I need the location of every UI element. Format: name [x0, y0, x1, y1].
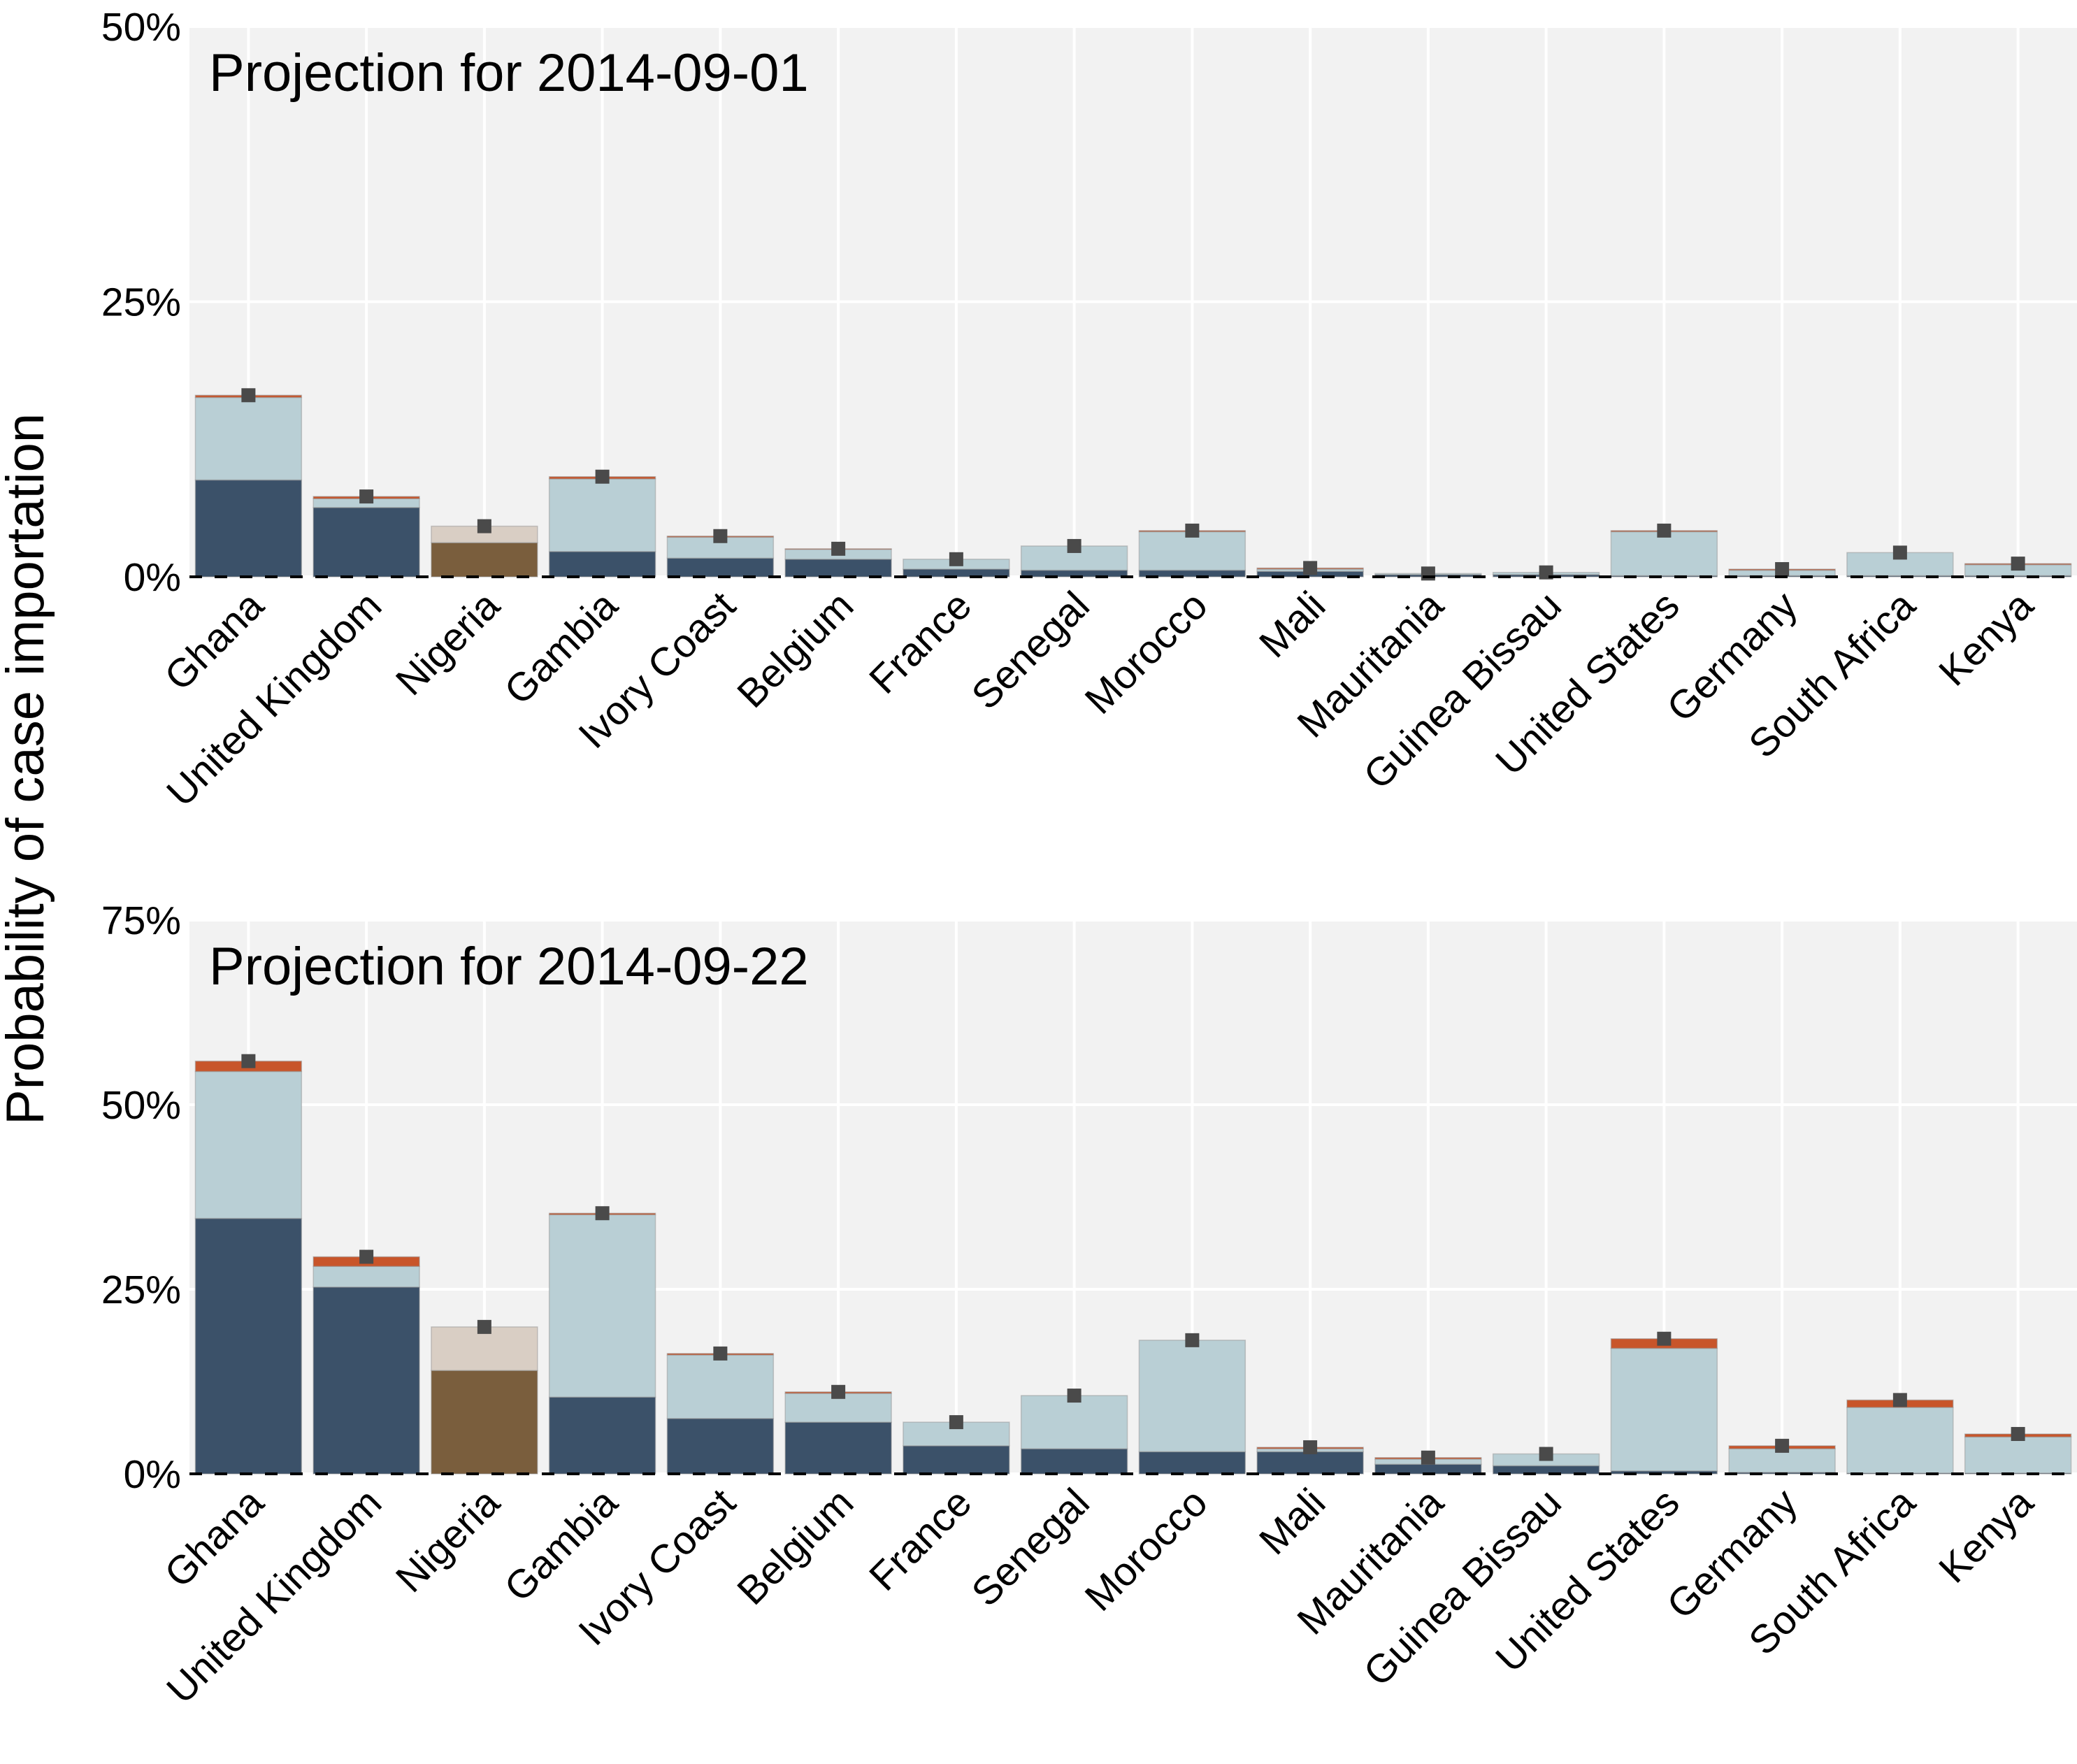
error-marker [2011, 1426, 2025, 1441]
bar-ivory-coast-segment-2 [666, 1354, 775, 1419]
error-marker [1892, 545, 1907, 560]
error-marker [831, 1384, 846, 1399]
bar-nigeria-segment-1 [431, 1370, 538, 1475]
bar-united-kingdom-segment-1 [312, 507, 420, 578]
bar-mali-segment-1 [1256, 1451, 1364, 1475]
error-marker [1185, 523, 1200, 538]
error-marker [1421, 566, 1435, 581]
bar-united-states-segment-2 [1610, 531, 1718, 577]
y-tick-label: 0% [124, 1452, 181, 1497]
error-marker [713, 1346, 728, 1361]
bar-belgium-segment-1 [784, 559, 892, 578]
error-marker [477, 1319, 491, 1334]
panel-title: Projection for 2014-09-22 [209, 937, 809, 996]
bar-ghana-segment-1 [194, 1217, 303, 1475]
x-tick-label: France [861, 583, 980, 703]
x-tick-label: United Kingdom [158, 1480, 390, 1712]
x-tick-label: Belgium [728, 583, 862, 717]
error-marker [1657, 523, 1672, 538]
bar-ghana-segment-1 [194, 479, 303, 578]
error-marker [1421, 1450, 1435, 1465]
bar-kenya-segment-2 [1964, 1436, 2072, 1474]
y-axis-label: Probability of case importation [0, 413, 55, 1125]
x-tick-label: Belgium [728, 1480, 862, 1614]
error-marker [1185, 1333, 1200, 1347]
error-marker [1067, 538, 1081, 553]
bar-mauritania-segment-1 [1374, 1463, 1482, 1475]
error-marker [1303, 1440, 1318, 1454]
bar-south-africa-segment-2 [1846, 1407, 1954, 1474]
error-marker [713, 529, 728, 543]
error-marker [359, 489, 374, 504]
x-tick-label: Morocco [1077, 583, 1216, 723]
x-tick-label: Kenya [1930, 1480, 2042, 1592]
error-marker [359, 1249, 374, 1264]
bar-united-states-segment-2 [1610, 1347, 1718, 1472]
error-marker [1775, 561, 1790, 576]
bar-morocco-segment-1 [1138, 1451, 1246, 1475]
error-marker [831, 541, 846, 556]
x-tick-label: Nigeria [387, 1480, 508, 1601]
x-tick-label: Mali [1251, 583, 1334, 666]
x-tick-label: United Kingdom [158, 583, 390, 815]
bar-gambia-segment-1 [548, 551, 656, 578]
error-marker [2011, 557, 2025, 571]
x-tick-label: Senegal [963, 583, 1098, 718]
error-marker [595, 469, 610, 484]
error-marker [1067, 1389, 1081, 1403]
bar-ivory-coast-segment-1 [666, 1418, 775, 1475]
x-tick-label: Senegal [963, 1480, 1098, 1615]
bar-morocco-segment-2 [1138, 1340, 1246, 1453]
bar-nigeria-segment-2 [431, 1326, 538, 1371]
x-tick-label: Nigeria [387, 583, 508, 704]
y-tick-label: 50% [101, 1083, 181, 1128]
error-marker [1303, 561, 1318, 575]
x-tick-label: France [861, 1480, 980, 1600]
y-tick-label: 75% [101, 898, 181, 943]
error-marker [949, 552, 963, 566]
panel-title: Projection for 2014-09-01 [209, 43, 809, 103]
error-marker [949, 1415, 963, 1430]
bar-senegal-segment-2 [1020, 1395, 1128, 1449]
bar-gambia-segment-2 [548, 478, 656, 552]
error-marker [477, 519, 491, 533]
y-tick-label: 25% [101, 1268, 181, 1312]
error-marker [241, 388, 256, 403]
error-marker [595, 1206, 610, 1221]
error-marker [1657, 1331, 1672, 1346]
y-tick-label: 50% [101, 5, 181, 50]
bar-ghana-segment-2 [194, 396, 303, 481]
bar-morocco-segment-2 [1138, 531, 1246, 571]
bar-belgium-segment-1 [784, 1421, 892, 1475]
x-tick-label: Kenya [1930, 583, 2042, 695]
error-marker [1775, 1438, 1790, 1453]
bar-united-kingdom-segment-2 [312, 1265, 420, 1288]
x-tick-label: Ghana [156, 583, 272, 699]
y-tick-label: 0% [124, 555, 181, 600]
error-marker [1892, 1393, 1907, 1407]
bar-senegal-segment-1 [1020, 1448, 1128, 1475]
bar-ghana-segment-2 [194, 1070, 303, 1219]
bar-france-segment-1 [903, 1445, 1010, 1475]
error-marker [241, 1054, 256, 1068]
x-tick-label: Ghana [156, 1480, 272, 1596]
y-tick-label: 25% [101, 280, 181, 325]
bar-united-kingdom-segment-1 [312, 1286, 420, 1475]
x-tick-label: Mali [1251, 1480, 1334, 1563]
bar-nigeria-segment-1 [431, 542, 538, 578]
error-marker [1539, 1447, 1553, 1461]
bar-gambia-segment-2 [548, 1214, 656, 1398]
bar-ivory-coast-segment-1 [666, 557, 775, 578]
bar-gambia-segment-1 [548, 1396, 656, 1475]
x-tick-label: Morocco [1077, 1480, 1216, 1620]
